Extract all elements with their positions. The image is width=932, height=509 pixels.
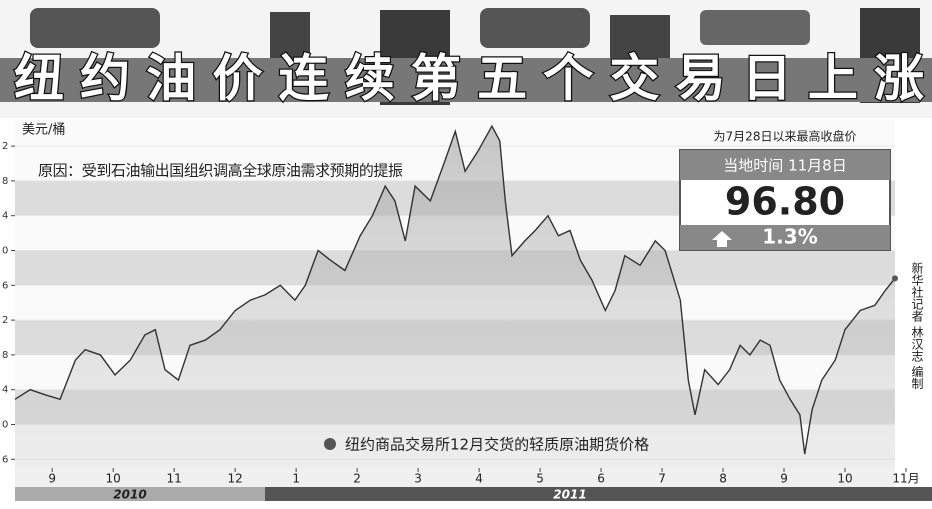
y-axis-label: 美元/桶 [22, 123, 65, 138]
box-note: 为7月28日以来最高收盘价 [714, 129, 857, 144]
y-tick-label: 4 [2, 211, 8, 222]
year-label: 2010 [113, 488, 146, 502]
y-tick-label: 6 [2, 454, 8, 465]
year-label: 2011 [553, 488, 586, 502]
y-tick-label: 4 [2, 385, 8, 396]
line [14, 124, 896, 455]
y-tick-label: 0 [2, 246, 8, 257]
box-change: 1.3% [762, 225, 817, 249]
x-tick-label: 6 [597, 472, 605, 486]
x-tick-label: 5 [536, 472, 544, 486]
annotation: 原因：受到石油输出国组织调高全球原油需求预期的提振 [38, 162, 403, 180]
x-tick-label: 3 [414, 472, 422, 486]
y-tick-label: 8 [2, 350, 8, 361]
x-tick-label: 12 [228, 472, 243, 486]
x-tick-label: 11 [167, 472, 182, 486]
x-tick-label: 9 [48, 472, 56, 486]
x-tick-label: 10 [837, 472, 852, 486]
y-tick-label: 2 [2, 315, 8, 326]
area [15, 126, 895, 468]
y-tick-label: 2 [2, 141, 8, 152]
banner [0, 0, 932, 118]
x-tick-label: 11月 [892, 472, 919, 486]
x-tick-label: 1 [292, 472, 300, 486]
box-price: 96.80 [725, 180, 845, 224]
y-tick-label: 8 [2, 176, 8, 187]
end-point [892, 275, 898, 282]
x-tick-label: 4 [475, 472, 483, 486]
x-tick-label: 10 [106, 472, 121, 486]
year-band [15, 487, 265, 501]
y-tick-label: 0 [2, 420, 8, 431]
year-band [265, 487, 932, 501]
x-tick-label: 8 [719, 472, 727, 486]
y-tick-label: 6 [2, 280, 8, 291]
legend-marker [324, 438, 336, 450]
x-tick-label: 7 [658, 472, 666, 486]
legend-label: 纽约商品交易所12月交货的轻质原油期货价格 [345, 436, 649, 454]
credit: 新华社记者 林汉志 编制 [910, 261, 924, 390]
x-tick-label: 2 [353, 472, 361, 486]
price-box: 为7月28日以来最高收盘价 当地时间 11月8日 96.80 1.3% [679, 129, 891, 251]
x-tick-label: 9 [780, 472, 788, 486]
box-date: 当地时间 11月8日 [723, 157, 846, 175]
x-axis-band [15, 468, 895, 487]
